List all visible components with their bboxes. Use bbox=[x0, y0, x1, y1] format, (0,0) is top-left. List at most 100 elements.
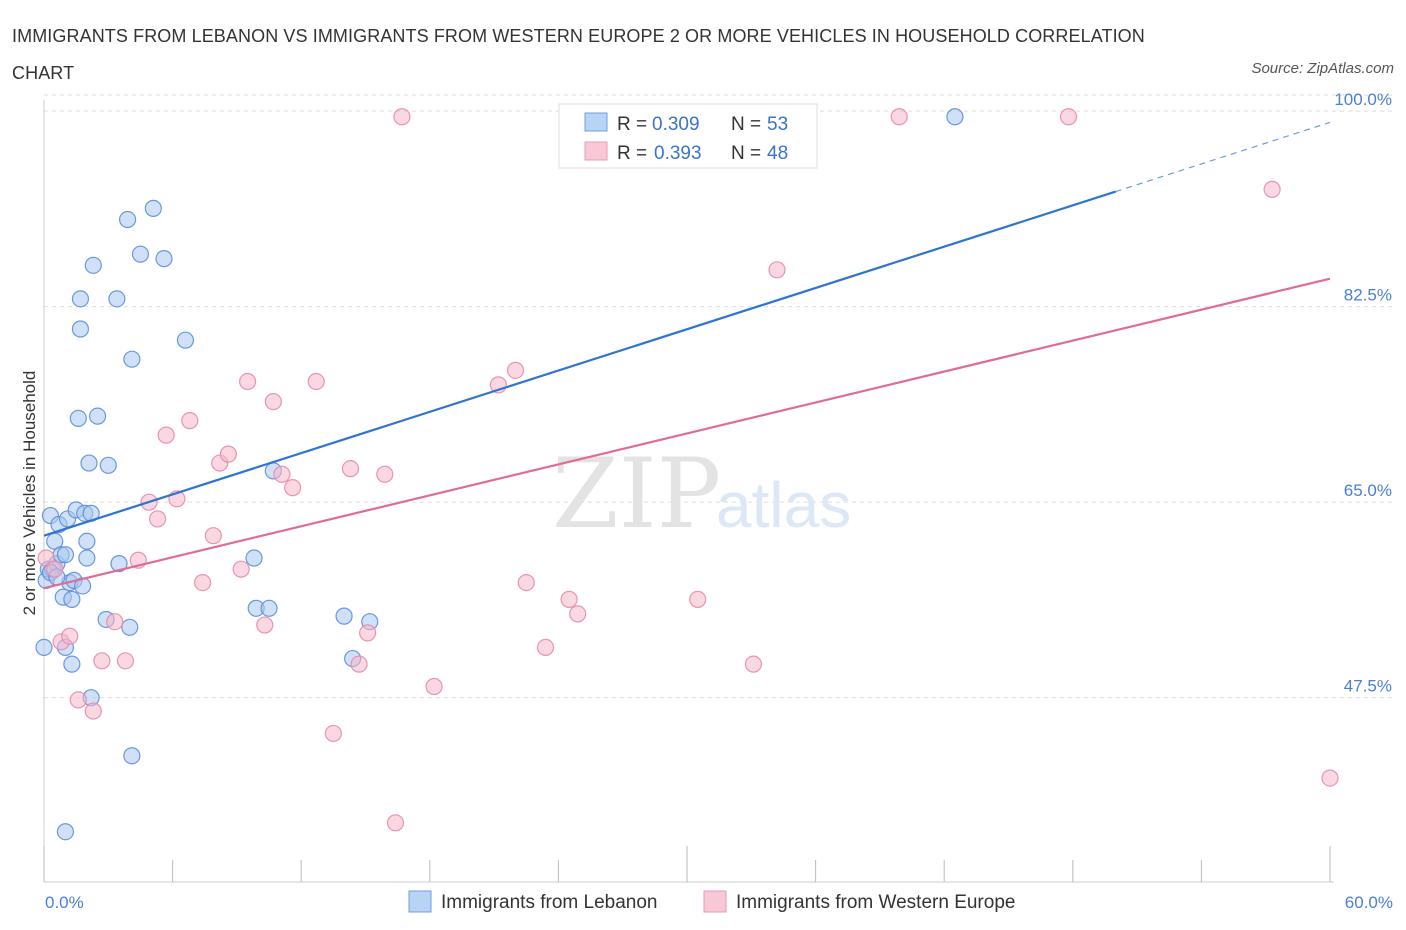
point-western-europe bbox=[61, 627, 79, 645]
trendline-western-europe bbox=[43, 277, 1331, 590]
watermark-zip: ZIP bbox=[552, 438, 721, 550]
point-lebanon bbox=[56, 823, 75, 841]
point-lebanon bbox=[35, 638, 53, 657]
point-western-europe bbox=[890, 108, 908, 126]
stats-n-value-1: 53 bbox=[767, 114, 788, 135]
point-lebanon bbox=[78, 549, 96, 567]
point-lebanon bbox=[118, 210, 137, 229]
point-western-europe bbox=[307, 372, 325, 391]
point-western-europe bbox=[181, 412, 199, 430]
point-western-europe bbox=[517, 574, 535, 592]
y-tick-label: 47.5% bbox=[1344, 677, 1392, 696]
point-western-europe bbox=[204, 527, 222, 545]
point-western-europe bbox=[359, 624, 377, 642]
point-lebanon bbox=[144, 199, 162, 217]
stats-swatch-pink bbox=[584, 141, 608, 161]
labels-layer: 47.5% 65.0% 82.5% 100.0% 0.0% 60.0% bbox=[45, 90, 1393, 912]
point-lebanon bbox=[260, 599, 278, 617]
point-lebanon bbox=[110, 555, 128, 573]
stats-box: R = 0.309 N = 53 R = 0.393 N = 48 bbox=[558, 103, 818, 169]
stats-swatch-blue bbox=[584, 112, 608, 132]
y-tick-label: 82.5% bbox=[1344, 286, 1392, 305]
point-western-europe bbox=[93, 652, 111, 670]
point-western-europe bbox=[324, 724, 342, 743]
point-western-europe bbox=[264, 393, 282, 411]
point-lebanon bbox=[69, 409, 87, 427]
point-lebanon bbox=[71, 320, 90, 338]
grid-layer bbox=[44, 94, 1392, 699]
watermark: ZIP atlas bbox=[552, 438, 851, 550]
chart-title: IMMIGRANTS FROM LEBANON VS IMMIGRANTS FR… bbox=[12, 26, 1145, 83]
legend-label-western-europe: Immigrants from Western Europe bbox=[736, 892, 1015, 913]
stats-r-value-1: 0.309 bbox=[652, 114, 700, 135]
point-lebanon bbox=[123, 747, 141, 765]
point-lebanon bbox=[121, 618, 139, 636]
y-axis-label: 2 or more Vehicles in Household bbox=[20, 371, 39, 616]
legend-swatch-lebanon bbox=[408, 890, 432, 913]
x-tick-label: 0.0% bbox=[45, 893, 84, 912]
trendline-lebanon bbox=[43, 190, 1117, 537]
legend-swatch-western-europe bbox=[703, 890, 727, 913]
x-tick-label: 60.0% bbox=[1345, 893, 1393, 912]
point-lebanon bbox=[176, 331, 195, 349]
point-western-europe bbox=[46, 560, 64, 578]
point-lebanon bbox=[946, 108, 964, 126]
point-lebanon bbox=[123, 350, 141, 368]
point-western-europe bbox=[232, 560, 250, 578]
stats-r-value-2: 0.393 bbox=[654, 143, 702, 164]
stats-n-value-2: 48 bbox=[767, 143, 788, 164]
point-western-europe bbox=[273, 465, 291, 483]
point-western-europe bbox=[506, 361, 525, 379]
stats-n-label-1: N = bbox=[731, 114, 761, 135]
point-lebanon bbox=[99, 456, 117, 474]
point-western-europe bbox=[284, 479, 302, 497]
axes-layer bbox=[43, 100, 1334, 883]
point-lebanon bbox=[63, 590, 81, 608]
point-lebanon bbox=[84, 256, 102, 274]
point-western-europe bbox=[350, 655, 368, 673]
point-lebanon bbox=[155, 250, 173, 268]
point-western-europe bbox=[569, 605, 587, 623]
point-western-europe bbox=[157, 426, 175, 444]
point-lebanon bbox=[63, 655, 81, 673]
point-western-europe bbox=[148, 510, 167, 528]
point-western-europe bbox=[560, 590, 578, 608]
stats-r-label-2: R = bbox=[617, 143, 647, 164]
point-lebanon bbox=[108, 290, 126, 308]
source-label: Source: ZipAtlas.com bbox=[1251, 60, 1394, 77]
y-tick-label: 100.0% bbox=[1334, 90, 1392, 109]
point-lebanon bbox=[245, 549, 263, 567]
point-western-europe bbox=[219, 445, 237, 463]
point-western-europe bbox=[256, 616, 274, 634]
point-lebanon bbox=[131, 245, 150, 263]
legend: Immigrants from Lebanon Immigrants from … bbox=[408, 890, 1015, 913]
trend-layer bbox=[43, 121, 1331, 590]
point-western-europe bbox=[425, 677, 443, 696]
point-western-europe bbox=[744, 655, 763, 673]
point-lebanon bbox=[56, 546, 75, 564]
point-western-europe bbox=[69, 691, 87, 709]
point-western-europe bbox=[1059, 108, 1078, 126]
point-lebanon bbox=[80, 454, 98, 472]
legend-label-lebanon: Immigrants from Lebanon bbox=[441, 892, 658, 913]
point-western-europe bbox=[1321, 769, 1339, 787]
point-lebanon bbox=[78, 532, 96, 550]
point-western-europe bbox=[536, 638, 555, 657]
point-western-europe bbox=[1263, 180, 1281, 198]
point-western-europe bbox=[239, 372, 257, 391]
point-western-europe bbox=[341, 460, 360, 478]
point-western-europe bbox=[84, 702, 102, 720]
point-lebanon bbox=[335, 607, 353, 625]
point-western-europe bbox=[116, 652, 135, 670]
stats-r-label-1: R = bbox=[617, 114, 647, 135]
point-western-europe bbox=[689, 590, 707, 608]
point-western-europe bbox=[768, 261, 786, 279]
point-western-europe bbox=[393, 108, 411, 126]
trendline-lebanon-extension bbox=[1115, 121, 1331, 193]
point-western-europe bbox=[376, 465, 394, 483]
point-western-europe bbox=[194, 574, 212, 592]
point-western-europe bbox=[386, 814, 405, 832]
y-tick-label: 65.0% bbox=[1344, 481, 1392, 500]
point-lebanon bbox=[71, 290, 90, 308]
